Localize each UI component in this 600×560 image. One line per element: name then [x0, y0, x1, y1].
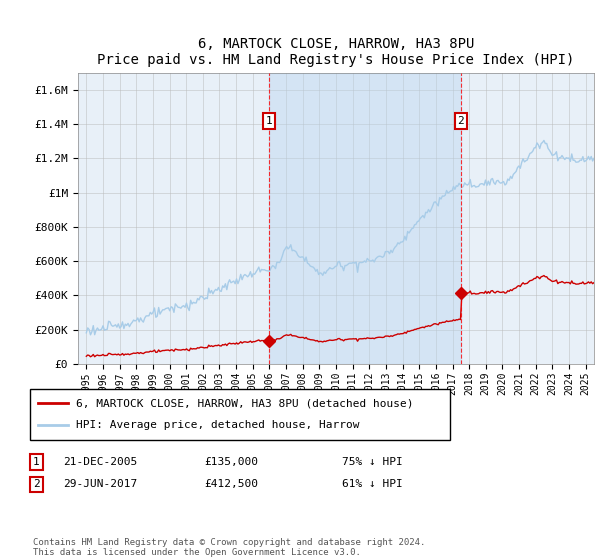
- Text: 1: 1: [33, 457, 40, 467]
- Text: 61% ↓ HPI: 61% ↓ HPI: [342, 479, 403, 489]
- Text: 2: 2: [457, 116, 464, 126]
- Text: 21-DEC-2005: 21-DEC-2005: [63, 457, 137, 467]
- Bar: [269, 73, 461, 364]
- Text: 6, MARTOCK CLOSE, HARROW, HA3 8PU (detached house): 6, MARTOCK CLOSE, HARROW, HA3 8PU (detac…: [76, 398, 414, 408]
- Text: 1: 1: [266, 116, 272, 126]
- Text: Contains HM Land Registry data © Crown copyright and database right 2024.
This d: Contains HM Land Registry data © Crown c…: [33, 538, 425, 557]
- Text: 29-JUN-2017: 29-JUN-2017: [63, 479, 137, 489]
- Text: HPI: Average price, detached house, Harrow: HPI: Average price, detached house, Harr…: [76, 421, 360, 431]
- FancyBboxPatch shape: [30, 389, 450, 440]
- Text: £135,000: £135,000: [204, 457, 258, 467]
- Text: 75% ↓ HPI: 75% ↓ HPI: [342, 457, 403, 467]
- Text: 2: 2: [33, 479, 40, 489]
- Text: £412,500: £412,500: [204, 479, 258, 489]
- Title: 6, MARTOCK CLOSE, HARROW, HA3 8PU
Price paid vs. HM Land Registry's House Price : 6, MARTOCK CLOSE, HARROW, HA3 8PU Price …: [97, 38, 575, 67]
